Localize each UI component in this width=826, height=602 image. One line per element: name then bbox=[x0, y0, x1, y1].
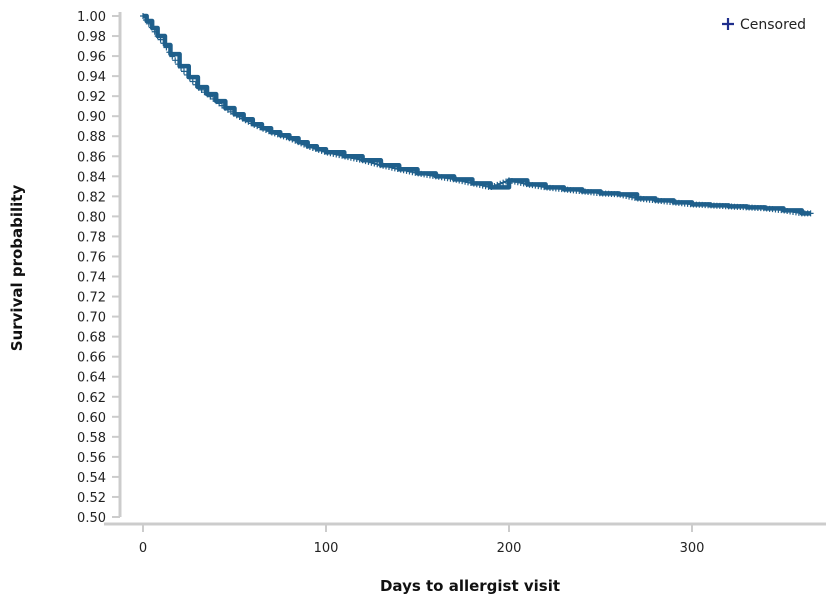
y-tick-label: 0.64 bbox=[77, 371, 106, 386]
y-tick-label: 0.72 bbox=[77, 291, 106, 306]
legend: Censored bbox=[722, 17, 806, 33]
censored-markers bbox=[140, 13, 814, 217]
y-tick-label: 0.58 bbox=[77, 431, 106, 446]
y-tick-label: 0.86 bbox=[77, 150, 106, 165]
y-tick-label: 0.66 bbox=[77, 351, 106, 366]
x-axis: 0 100 200 300 bbox=[104, 522, 826, 556]
y-tick-label: 0.84 bbox=[77, 170, 106, 185]
y-tick-label: 1.00 bbox=[77, 10, 106, 25]
y-tick-label: 0.62 bbox=[77, 391, 106, 406]
x-tick-label: 200 bbox=[497, 541, 522, 556]
y-tick-label: 0.88 bbox=[77, 130, 106, 145]
x-axis-title: Days to allergist visit bbox=[380, 577, 560, 595]
legend-censored-label: Censored bbox=[740, 17, 806, 33]
y-tick-label: 0.94 bbox=[77, 70, 106, 85]
legend-censored-marker bbox=[722, 18, 734, 30]
y-axis-title: Survival probability bbox=[8, 185, 26, 352]
y-tick-label: 0.70 bbox=[77, 311, 106, 326]
y-tick-label: 0.92 bbox=[77, 90, 106, 105]
y-tick-label: 0.68 bbox=[77, 331, 106, 346]
x-tick-label: 100 bbox=[314, 541, 339, 556]
y-tick-label: 0.50 bbox=[77, 511, 106, 526]
y-tick-label: 0.80 bbox=[77, 210, 106, 225]
y-axis: 0.50 0.52 0.54 0.56 0.58 0.60 0.62 0.64 0.66 0.68… bbox=[77, 10, 122, 526]
y-tick-label: 0.90 bbox=[77, 110, 106, 125]
x-tick-label: 300 bbox=[680, 541, 705, 556]
y-tick-label: 0.60 bbox=[77, 411, 106, 426]
y-tick-label: 0.98 bbox=[77, 30, 106, 45]
y-tick-label: 0.76 bbox=[77, 250, 106, 265]
y-tick-label: 0.78 bbox=[77, 230, 106, 245]
y-tick-label: 0.96 bbox=[77, 50, 106, 65]
plot-area bbox=[140, 13, 814, 217]
y-tick-label: 0.74 bbox=[77, 271, 106, 286]
y-tick-label: 0.54 bbox=[77, 471, 106, 486]
x-tick-label: 0 bbox=[139, 541, 147, 556]
y-tick-label: 0.82 bbox=[77, 190, 106, 205]
y-tick-label: 0.52 bbox=[77, 491, 106, 506]
y-tick-label: 0.56 bbox=[77, 451, 106, 466]
